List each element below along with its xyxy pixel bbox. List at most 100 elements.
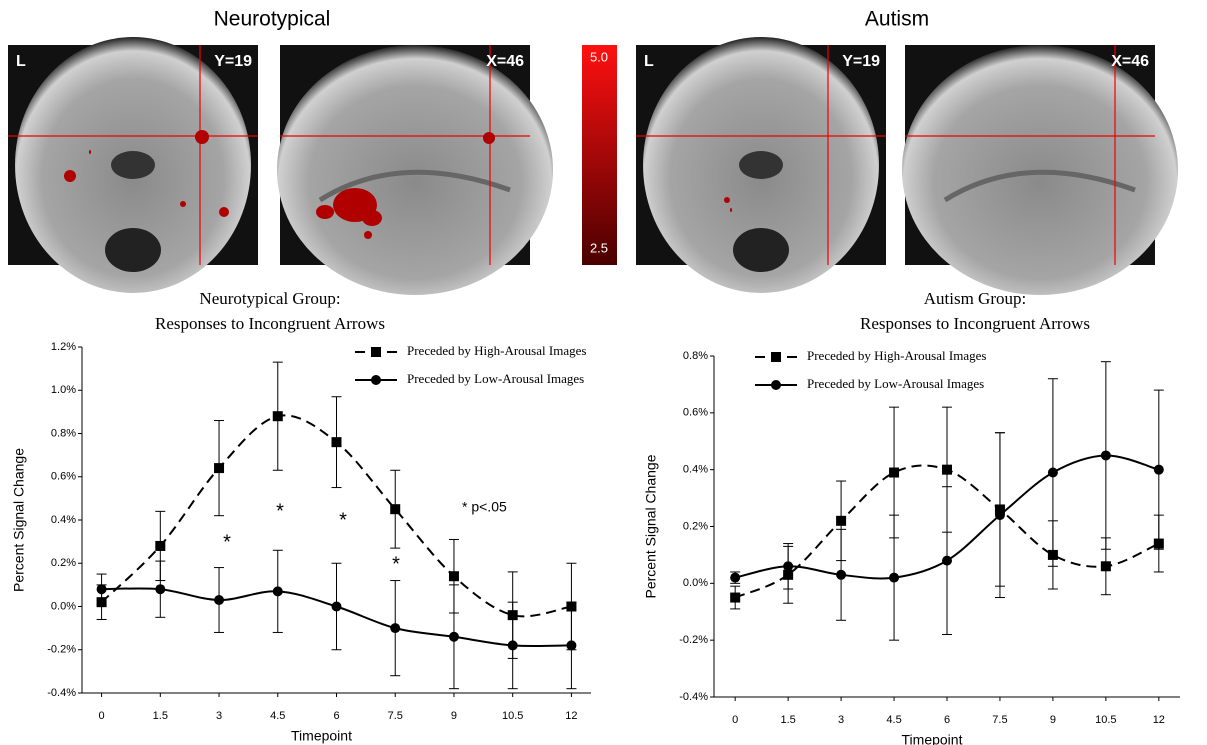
activation <box>316 205 334 219</box>
brain-panel: X=46 <box>277 45 553 295</box>
brain-panel: L Y=19 <box>636 37 886 293</box>
activation <box>724 197 730 203</box>
y-tick-label: 0.6% <box>683 407 708 419</box>
y-tick-label: -0.4% <box>47 687 76 699</box>
colorbar <box>582 45 617 265</box>
activation <box>195 130 209 144</box>
y-tick-label: 0.6% <box>51 471 76 483</box>
panel-label: X=46 <box>1111 53 1149 70</box>
y-tick-label: 0.8% <box>683 350 708 362</box>
x-tick-label: 6 <box>944 714 950 726</box>
point <box>889 468 899 478</box>
point <box>1101 561 1111 571</box>
legend-marker <box>771 380 781 390</box>
point <box>566 640 576 650</box>
x-tick-label: 1.5 <box>153 710 168 722</box>
y-tick-label: 0.8% <box>51 427 76 439</box>
legend-label: Preceded by High-Arousal Images <box>407 343 586 358</box>
brain-panel: X=46 <box>902 45 1178 295</box>
point <box>155 541 165 551</box>
x-tick-label: 7.5 <box>388 710 403 722</box>
legend-label: Preceded by Low-Arousal Images <box>807 376 984 391</box>
y-tick-label: 0.4% <box>51 514 76 526</box>
activation <box>64 170 76 182</box>
point <box>995 510 1005 520</box>
x-tick-label: 9 <box>451 710 457 722</box>
x-tick-label: 7.5 <box>992 714 1007 726</box>
legend-marker <box>371 347 381 357</box>
x-tick-label: 4.5 <box>886 714 901 726</box>
annotation: * <box>392 553 400 575</box>
brainstem <box>105 228 161 272</box>
activation <box>483 132 495 144</box>
x-tick-label: 10.5 <box>502 710 523 722</box>
group-heading: Autism <box>865 8 929 31</box>
brain-panel: L Y=19 <box>8 37 258 293</box>
point <box>97 584 107 594</box>
x-tick-label: 12 <box>565 710 577 722</box>
brainstem <box>733 228 789 272</box>
point <box>889 573 899 583</box>
point <box>155 584 165 594</box>
point <box>332 602 342 612</box>
x-axis-label: Timepoint <box>291 728 352 744</box>
x-tick-label: 10.5 <box>1095 714 1116 726</box>
point <box>449 632 459 642</box>
activation <box>730 208 732 212</box>
y-tick-label: -0.2% <box>47 644 76 656</box>
point <box>942 556 952 566</box>
point <box>273 586 283 596</box>
legend-marker <box>371 375 381 385</box>
point <box>508 640 518 650</box>
y-tick-label: 0.0% <box>51 600 76 612</box>
point <box>390 623 400 633</box>
activation <box>219 207 229 217</box>
x-tick-label: 1.5 <box>780 714 795 726</box>
point <box>449 571 459 581</box>
ventricle <box>111 151 155 179</box>
figure: Neurotypical Autism 5.0 2.5 LY=19X=46LY=… <box>0 0 1207 745</box>
chart-title: Neurotypical Group: <box>199 289 340 308</box>
panel-label: Y=19 <box>214 53 252 70</box>
x-tick-label: 9 <box>1050 714 1056 726</box>
chart-subtitle: Responses to Incongruent Arrows <box>860 314 1090 333</box>
x-tick-label: 0 <box>732 714 738 726</box>
point <box>942 465 952 475</box>
point <box>730 593 740 603</box>
x-tick-label: 12 <box>1153 714 1165 726</box>
chart-title: Autism Group: <box>924 289 1026 308</box>
y-tick-label: 1.0% <box>51 384 76 396</box>
y-tick-label: -0.4% <box>679 691 708 703</box>
y-tick-label: 0.4% <box>683 464 708 476</box>
colorbar-min: 2.5 <box>590 240 608 255</box>
point <box>836 516 846 526</box>
x-tick-label: 3 <box>216 710 222 722</box>
point <box>332 437 342 447</box>
legend-label: Preceded by Low-Arousal Images <box>407 371 584 386</box>
activation <box>364 231 372 239</box>
annotation: * <box>223 531 231 553</box>
panel-label: L <box>644 53 654 70</box>
point <box>1101 450 1111 460</box>
chart-subtitle: Responses to Incongruent Arrows <box>155 314 385 333</box>
annotation: * <box>339 509 347 531</box>
y-axis-label: Percent Signal Change <box>643 454 659 598</box>
point <box>1154 465 1164 475</box>
point <box>273 411 283 421</box>
activation <box>180 201 186 207</box>
page: {"header": {"left": "Neurotypical", "rig… <box>0 0 1207 745</box>
y-axis-label: Percent Signal Change <box>11 448 27 592</box>
panel-label: X=46 <box>486 53 524 70</box>
x-tick-label: 0 <box>99 710 105 722</box>
panel-label: Y=19 <box>842 53 880 70</box>
ventricle <box>739 151 783 179</box>
legend-marker <box>771 352 781 362</box>
y-tick-label: -0.2% <box>679 634 708 646</box>
annotation: * p<.05 <box>462 499 507 515</box>
point <box>214 463 224 473</box>
legend-label: Preceded by High-Arousal Images <box>807 348 986 363</box>
y-tick-label: 0.0% <box>683 577 708 589</box>
x-tick-label: 3 <box>838 714 844 726</box>
panel-label: L <box>16 53 26 70</box>
x-axis-label: Timepoint <box>902 732 963 745</box>
